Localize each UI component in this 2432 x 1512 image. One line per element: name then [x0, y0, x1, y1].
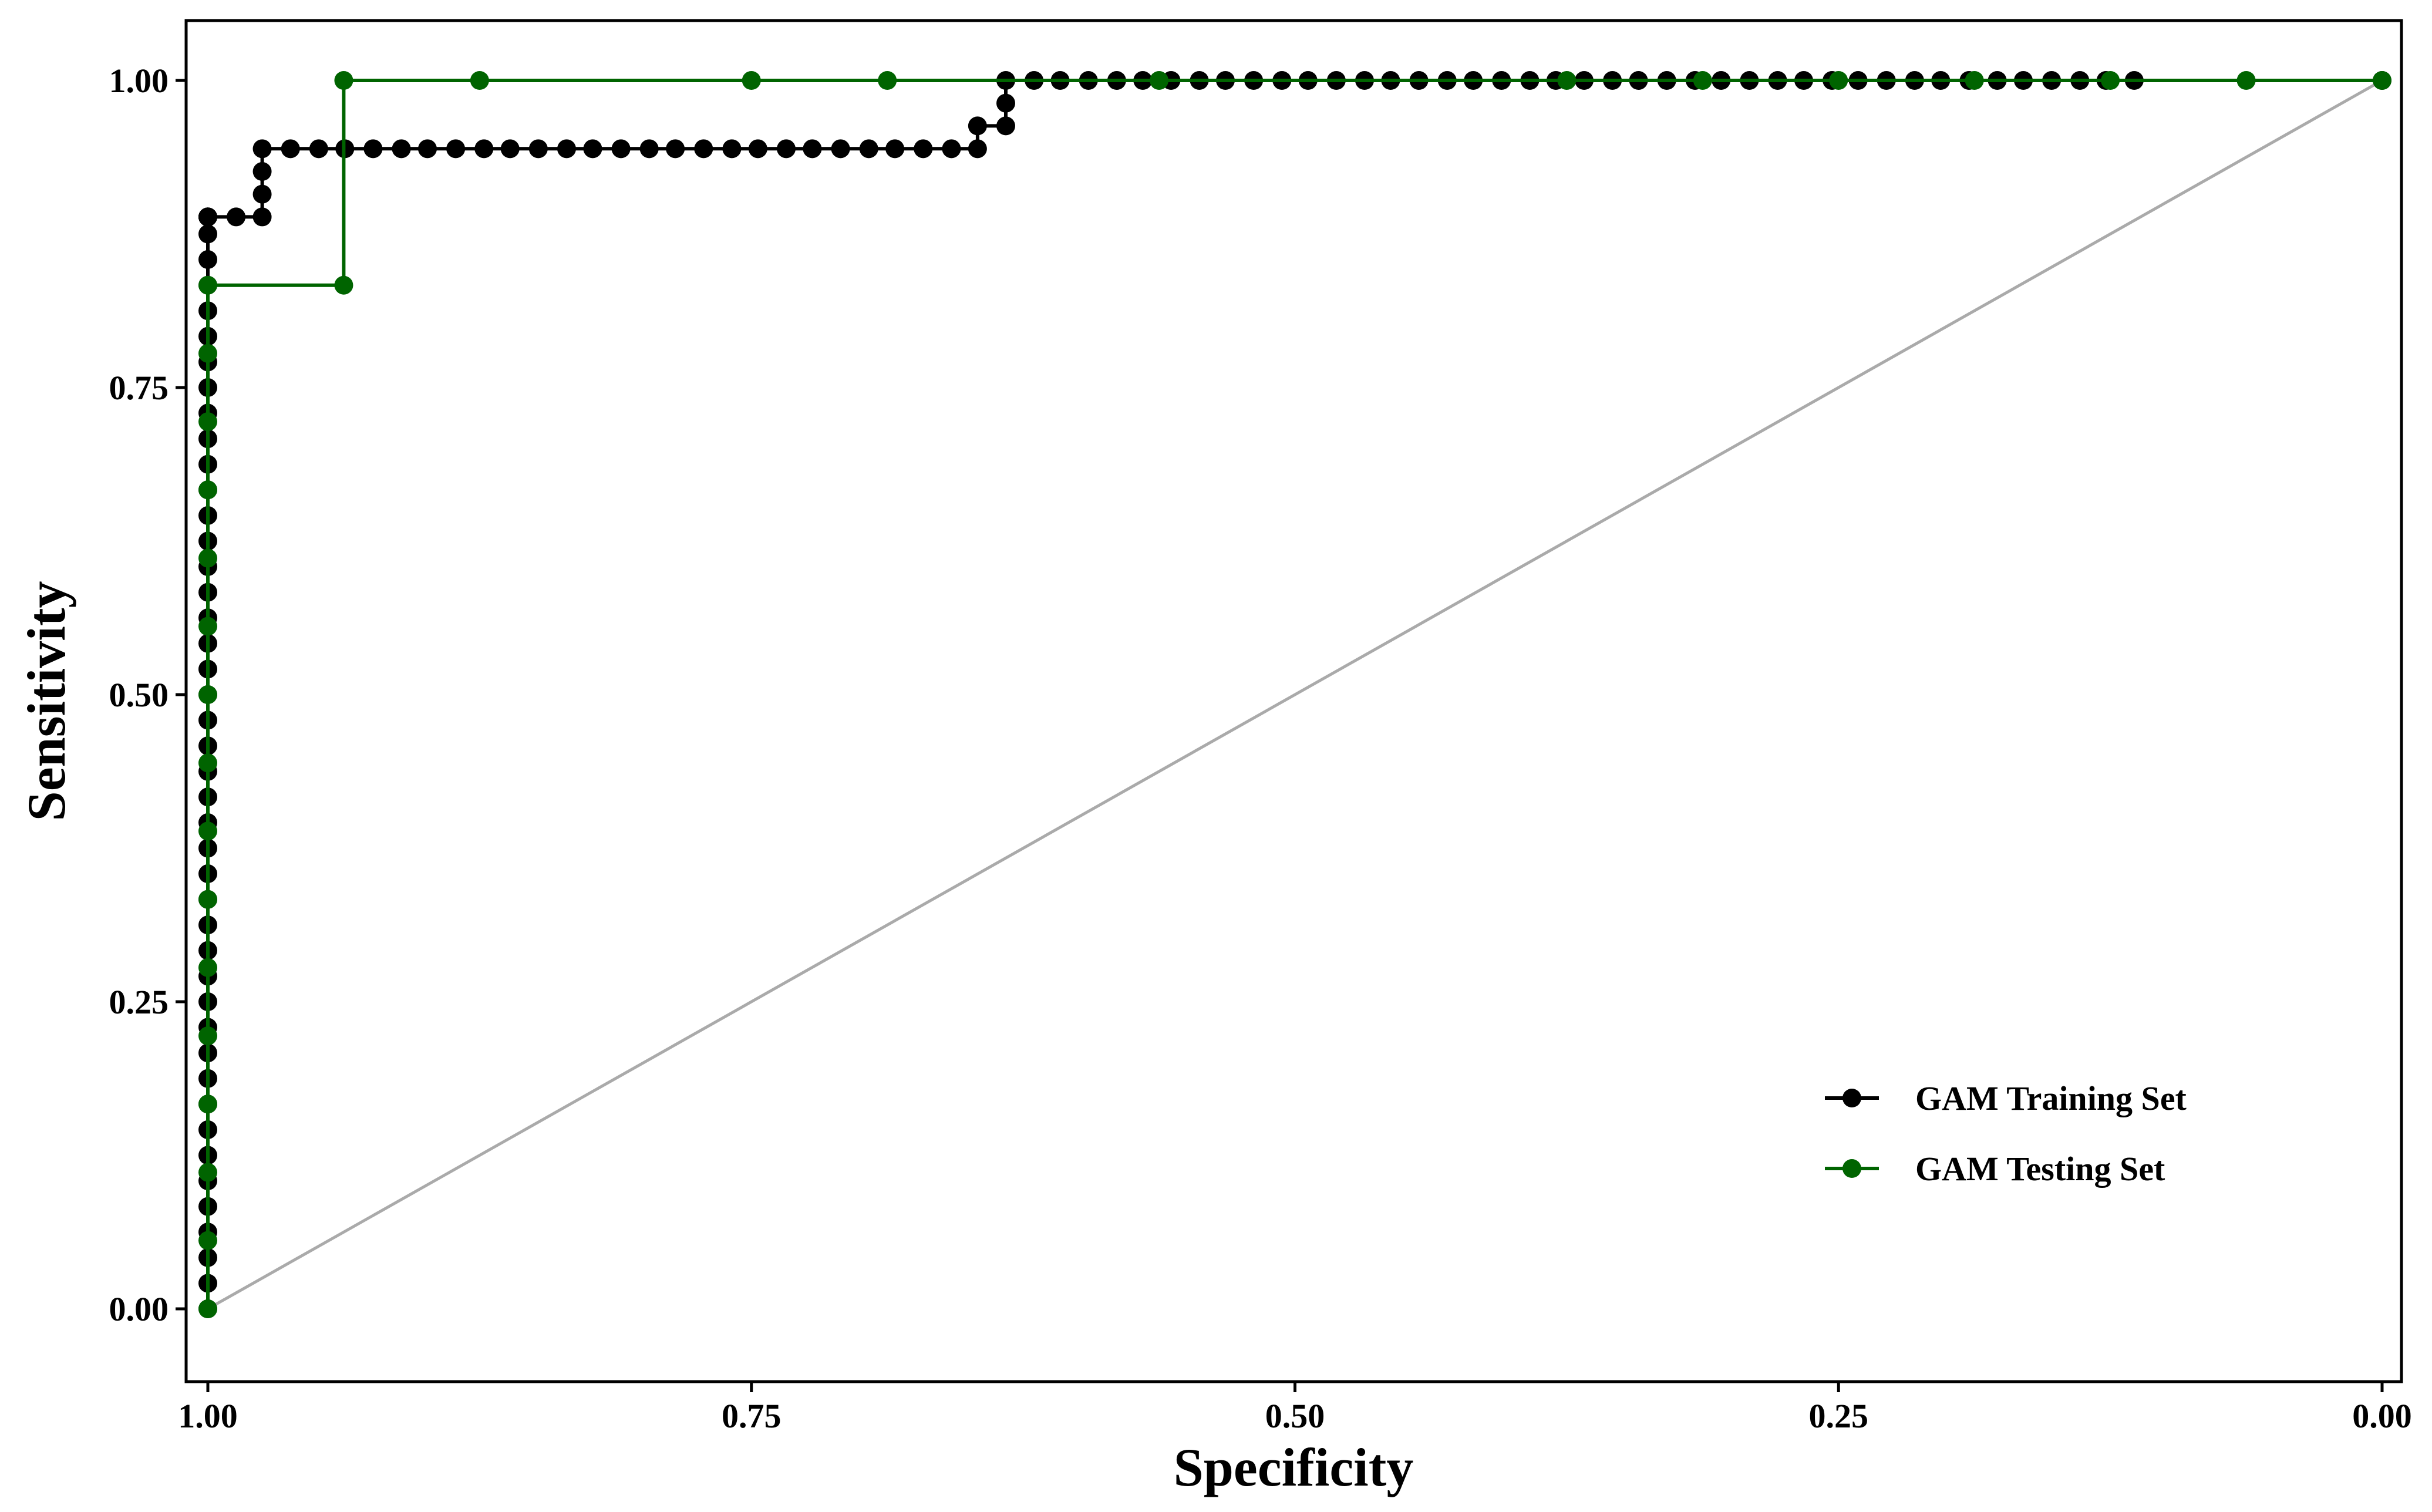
- data-point: [639, 139, 659, 159]
- legend-item-testing: GAM Testing Set: [1825, 1150, 2165, 1188]
- y-tick-label: 1.00: [109, 62, 169, 100]
- x-tick-label: 0.25: [1809, 1397, 1869, 1435]
- data-point: [583, 139, 602, 159]
- data-point: [392, 139, 411, 159]
- data-point: [742, 71, 761, 90]
- data-point: [198, 1231, 217, 1250]
- x-tick-label: 0.50: [1265, 1397, 1325, 1435]
- data-point: [859, 139, 878, 159]
- data-point: [198, 1163, 217, 1182]
- data-point: [198, 412, 217, 432]
- series-testing: [198, 71, 2391, 1318]
- data-point: [611, 139, 631, 159]
- data-point: [198, 1026, 217, 1046]
- data-point: [885, 139, 905, 159]
- data-point: [198, 821, 217, 841]
- data-point: [198, 548, 217, 568]
- data-point: [363, 139, 383, 159]
- legend-label: GAM Testing Set: [1915, 1150, 2165, 1188]
- data-point: [198, 685, 217, 704]
- data-point: [528, 139, 548, 159]
- data-point: [722, 139, 742, 159]
- data-point: [334, 71, 353, 90]
- data-point: [252, 139, 272, 159]
- data-point: [198, 1299, 217, 1318]
- x-tick-label: 1.00: [178, 1397, 238, 1435]
- data-point: [474, 139, 494, 159]
- legend: GAM Training Set GAM Testing Set: [1825, 1079, 2187, 1188]
- x-tick-label: 0.00: [2352, 1397, 2412, 1435]
- data-point: [776, 139, 796, 159]
- data-point: [198, 958, 217, 977]
- data-point: [1829, 71, 1848, 90]
- y-tick-label: 0.25: [109, 983, 169, 1021]
- data-point: [968, 139, 987, 159]
- axis-layer: 1.00 0.75 0.50 0.25 0.00 0.00 0.25 0.50 0.75 1.00: [109, 62, 2412, 1435]
- data-point: [2373, 71, 2391, 90]
- data-point: [1150, 71, 1169, 90]
- y-axis-title: Sensitivity: [16, 581, 76, 821]
- data-point: [227, 207, 246, 227]
- data-point: [694, 139, 713, 159]
- data-point: [309, 139, 328, 159]
- reference-layer: [207, 79, 2383, 1311]
- x-tick-label: 0.75: [722, 1397, 782, 1435]
- data-point: [252, 184, 272, 204]
- data-point: [803, 139, 822, 159]
- data-point: [446, 139, 466, 159]
- data-point: [1965, 71, 1984, 90]
- reference-diagonal-line: [207, 79, 2383, 1311]
- data-point: [252, 162, 272, 181]
- data-point: [198, 753, 217, 773]
- data-point: [942, 139, 961, 159]
- legend-label: GAM Training Set: [1915, 1079, 2187, 1117]
- data-point: [2236, 71, 2256, 90]
- y-tick-label: 0.75: [109, 369, 169, 407]
- data-point: [748, 139, 767, 159]
- data-point: [1693, 71, 1712, 90]
- data-point: [914, 139, 933, 159]
- data-point: [878, 71, 897, 90]
- data-point: [968, 116, 987, 136]
- data-point: [996, 116, 1016, 136]
- data-point: [334, 275, 353, 295]
- data-point: [198, 275, 217, 295]
- x-axis-title: Specificity: [1174, 1437, 1414, 1497]
- data-point: [198, 344, 217, 363]
- data-point: [666, 139, 685, 159]
- legend-key-marker: [1842, 1159, 1861, 1178]
- data-point: [198, 617, 217, 636]
- data-point: [198, 890, 217, 909]
- legend-key-marker: [1842, 1089, 1861, 1107]
- data-point: [831, 139, 850, 159]
- data-point: [198, 1095, 217, 1114]
- data-point: [198, 224, 217, 244]
- data-point: [418, 139, 437, 159]
- y-tick-label: 0.50: [109, 676, 169, 714]
- data-point: [198, 480, 217, 500]
- data-point: [281, 139, 300, 159]
- data-point: [198, 250, 217, 270]
- data-point: [500, 139, 520, 159]
- data-point: [198, 207, 217, 227]
- series-layer: [198, 71, 2391, 1318]
- data-point: [470, 71, 489, 90]
- y-tick-label: 0.00: [109, 1290, 169, 1328]
- data-point: [2101, 71, 2120, 90]
- data-point: [252, 207, 272, 227]
- data-point: [557, 139, 576, 159]
- legend-item-training: GAM Training Set: [1825, 1079, 2187, 1117]
- data-point: [1557, 71, 1577, 90]
- data-point: [996, 93, 1016, 113]
